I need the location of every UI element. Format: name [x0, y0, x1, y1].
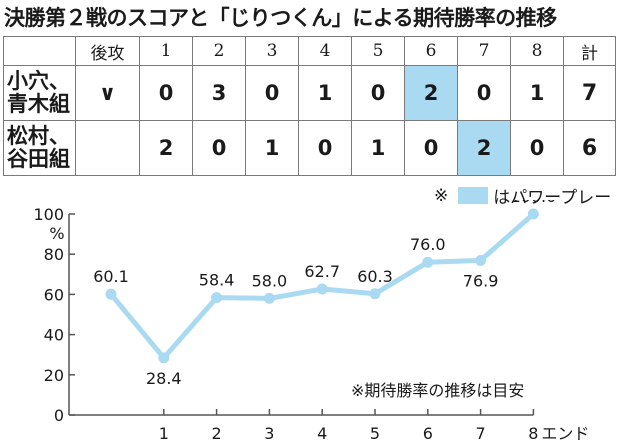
header-cell: 7 — [457, 36, 511, 66]
x-tick-label: 5 — [370, 424, 380, 443]
total-score: 7 — [563, 65, 616, 121]
data-point — [105, 288, 117, 300]
end-score: 1 — [245, 120, 299, 176]
header-cell: 3 — [245, 36, 299, 66]
end-score: 2 — [139, 120, 193, 176]
header-cell: 8 — [510, 36, 564, 66]
table-header-row: 後攻 1 2 3 4 5 6 7 8 計 — [3, 36, 616, 66]
data-point — [158, 352, 170, 364]
end-score: 3 — [192, 65, 246, 121]
end-score: 1 — [351, 120, 405, 176]
end-score: 0 — [298, 120, 352, 176]
data-label: 28.4 — [146, 369, 182, 388]
data-point — [422, 256, 434, 268]
header-cell: 後攻 — [75, 36, 140, 66]
win-probability-chart: 0 20 40 60 80 100% 1 2 3 4 5 6 7 8 エンド 60.1 28.4 58.4 58.0… — [33, 200, 589, 443]
data-label: 100.0 — [510, 200, 556, 206]
table-row: 松村、 谷田組 2 0 1 0 1 0 2 0 6 — [3, 120, 616, 176]
x-tick-label: 2 — [212, 424, 222, 443]
end-score-power-play: 2 — [404, 65, 458, 121]
y-tick-label: 60 — [44, 285, 64, 304]
legend-mark: ※ — [434, 185, 449, 206]
x-tick-label: 3 — [264, 424, 274, 443]
y-tick-label: 0 — [54, 406, 64, 425]
team-name: 松村、 谷田組 — [3, 120, 76, 176]
x-tick-label: 6 — [423, 424, 433, 443]
x-tick-label: 7 — [476, 424, 486, 443]
end-score: 0 — [351, 65, 405, 121]
end-score: 0 — [245, 65, 299, 121]
legend-swatch — [458, 187, 489, 204]
data-point — [369, 288, 381, 300]
data-label: 60.1 — [93, 267, 129, 286]
end-score: 0 — [404, 120, 458, 176]
end-score-power-play: 2 — [457, 120, 511, 176]
score-table: 後攻 1 2 3 4 5 6 7 8 計 小穴、 青木組 ∨ 0 3 0 1 0… — [3, 36, 616, 176]
header-cell: 5 — [351, 36, 405, 66]
team-name: 小穴、 青木組 — [3, 65, 76, 121]
data-point — [527, 208, 539, 220]
header-cell: 1 — [139, 36, 193, 66]
header-cell: 計 — [563, 36, 616, 66]
header-cell: 4 — [298, 36, 352, 66]
data-label: 58.0 — [252, 271, 288, 290]
end-score: 1 — [298, 65, 352, 121]
data-label: 76.0 — [410, 235, 446, 254]
x-tick-label: 8 — [528, 424, 538, 443]
legend-text: はパワープレー — [493, 188, 612, 208]
end-score: 1 — [510, 65, 564, 121]
y-tick-label: 40 — [44, 326, 64, 345]
data-point — [263, 292, 275, 304]
y-tick-label: 80 — [44, 245, 64, 264]
end-score: 0 — [510, 120, 564, 176]
chart-note: ※期待勝率の推移は目安 — [351, 381, 525, 400]
page-title: 決勝第２戦のスコアと「じりつくん」による期待勝率の推移 — [4, 6, 557, 30]
first-mark — [75, 120, 140, 176]
header-cell: 6 — [404, 36, 458, 66]
x-axis-unit: エンド — [541, 424, 589, 443]
legend: ※ はパワープレー — [434, 183, 612, 209]
header-corner — [3, 36, 76, 66]
x-tick-label: 4 — [317, 424, 327, 443]
end-score: 0 — [192, 120, 246, 176]
data-point — [475, 254, 487, 266]
data-point — [316, 283, 328, 295]
data-point — [211, 292, 223, 304]
end-score: 0 — [457, 65, 511, 121]
y-tick-label: 100 — [33, 205, 64, 224]
total-score: 6 — [563, 120, 616, 176]
data-label: 60.3 — [357, 267, 393, 286]
header-cell: 2 — [192, 36, 246, 66]
end-score: 0 — [139, 65, 193, 121]
data-label: 76.9 — [463, 271, 499, 290]
x-tick-label: 1 — [159, 424, 169, 443]
data-label: 62.7 — [304, 262, 340, 281]
first-mark: ∨ — [75, 65, 140, 121]
y-tick-label: 20 — [44, 366, 64, 385]
table-row: 小穴、 青木組 ∨ 0 3 0 1 0 2 0 1 7 — [3, 65, 616, 121]
y-axis-unit: % — [49, 224, 64, 243]
data-label: 58.4 — [199, 271, 235, 290]
